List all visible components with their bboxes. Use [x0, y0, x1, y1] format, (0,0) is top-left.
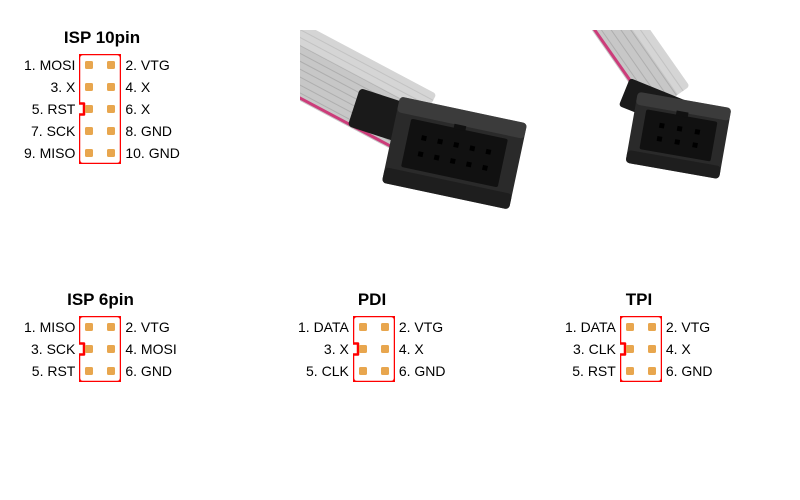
pin-label: 3. X — [24, 80, 75, 94]
pin-label: 5. RST — [565, 364, 616, 378]
connector-outline — [353, 316, 395, 382]
connector-pdi: PDI 1. DATA 3. X 5. CLK 2. VTG 4. X 6. GND — [298, 290, 446, 382]
pin-label: 5. RST — [24, 364, 75, 378]
pin-label: 3. X — [298, 342, 349, 356]
pinout-isp6: 1. MISO 3. SCK 5. RST 2. VTG 4. MOSI 6. GND — [24, 316, 177, 382]
pinout-tpi: 1. DATA 3. CLK 5. RST 2. VTG 4. X 6. GND — [565, 316, 713, 382]
pin-label: 8. GND — [125, 124, 179, 138]
pin-label: 7. SCK — [24, 124, 75, 138]
connector-title-isp10: ISP 10pin — [24, 28, 180, 48]
pin-label: 9. MISO — [24, 146, 75, 160]
pin-label: 5. RST — [24, 102, 75, 116]
connector-title-isp6: ISP 6pin — [24, 290, 177, 310]
right-labels: 2. VTG 4. X 6. GND — [399, 316, 446, 382]
pin-label: 4. X — [125, 80, 179, 94]
connector-title-tpi: TPI — [565, 290, 713, 310]
pin-label: 1. MOSI — [24, 58, 75, 72]
right-labels: 2. VTG 4. MOSI 6. GND — [125, 316, 176, 382]
cable-photo — [300, 30, 780, 240]
pin-label: 6. GND — [666, 364, 713, 378]
pinout-pdi: 1. DATA 3. X 5. CLK 2. VTG 4. X 6. GND — [298, 316, 446, 382]
pin-label: 1. DATA — [298, 320, 349, 334]
left-labels: 1. MOSI 3. X 5. RST 7. SCK 9. MISO — [24, 54, 75, 164]
left-labels: 1. MISO 3. SCK 5. RST — [24, 316, 75, 382]
pin-label: 3. SCK — [24, 342, 75, 356]
pin-label: 6. GND — [125, 364, 176, 378]
pin-label: 5. CLK — [298, 364, 349, 378]
pin-label: 4. X — [666, 342, 713, 356]
right-labels: 2. VTG 4. X 6. GND — [666, 316, 713, 382]
left-labels: 1. DATA 3. X 5. CLK — [298, 316, 349, 382]
pinout-isp10: 1. MOSI 3. X 5. RST 7. SCK 9. MISO 2. VTG 4. … — [24, 54, 180, 164]
pin-label: 6. X — [125, 102, 179, 116]
connector-outline — [79, 316, 121, 382]
connector-isp10: ISP 10pin 1. MOSI 3. X 5. RST 7. SCK 9. MISO … — [24, 28, 180, 164]
pin-label: 4. MOSI — [125, 342, 176, 356]
left-labels: 1. DATA 3. CLK 5. RST — [565, 316, 616, 382]
pin-label: 4. X — [399, 342, 446, 356]
pin-label: 6. GND — [399, 364, 446, 378]
pin-label: 1. DATA — [565, 320, 616, 334]
pin-label: 1. MISO — [24, 320, 75, 334]
connector-outline — [620, 316, 662, 382]
pin-label: 3. CLK — [565, 342, 616, 356]
connector-tpi: TPI 1. DATA 3. CLK 5. RST 2. VTG 4. X 6. GND — [565, 290, 713, 382]
connector-outline — [79, 54, 121, 164]
right-labels: 2. VTG 4. X 6. X 8. GND 10. GND — [125, 54, 179, 164]
pin-label: 2. VTG — [666, 320, 713, 334]
connector-title-pdi: PDI — [298, 290, 446, 310]
pin-label: 2. VTG — [125, 320, 176, 334]
pin-label: 10. GND — [125, 146, 179, 160]
pin-label: 2. VTG — [399, 320, 446, 334]
connector-isp6: ISP 6pin 1. MISO 3. SCK 5. RST 2. VTG 4. MOS… — [24, 290, 177, 382]
pin-label: 2. VTG — [125, 58, 179, 72]
